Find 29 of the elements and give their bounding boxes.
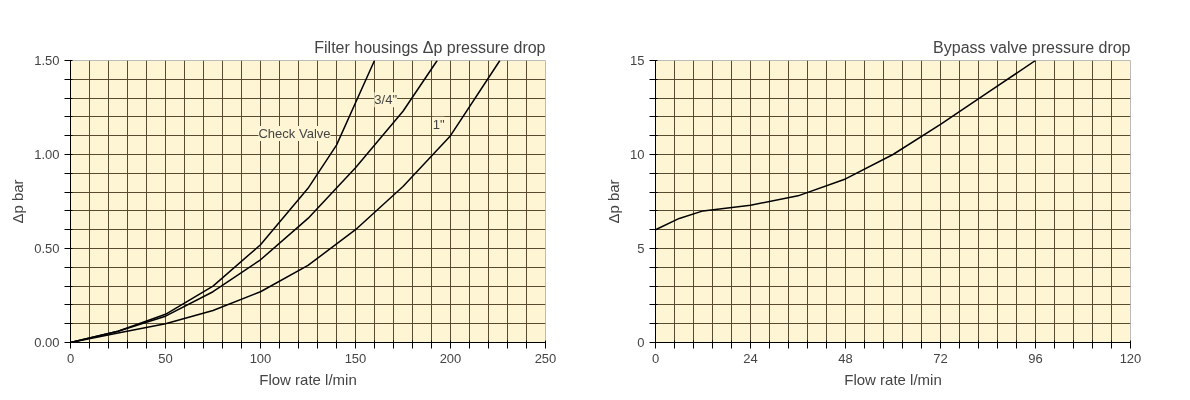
- y-tick-label: 1.00: [34, 147, 60, 162]
- y-tick-label: 10: [630, 147, 645, 162]
- series-label: 1": [432, 116, 445, 132]
- y-tick-label: 1.50: [34, 53, 60, 68]
- x-tick-label: 0: [651, 350, 660, 366]
- y-axis-title: Δp bar: [605, 179, 623, 224]
- x-tick-label: 250: [534, 350, 557, 366]
- y-tick-label: 0.50: [34, 241, 60, 256]
- series-label: 3/4": [374, 92, 398, 108]
- y-axis-title: Δp bar: [9, 179, 27, 224]
- x-tick-label: 120: [1119, 350, 1142, 366]
- x-tick-label: 100: [249, 350, 272, 366]
- y-tick-label: 0.00: [34, 335, 60, 350]
- x-tick-label: 0: [66, 350, 75, 366]
- x-tick-label: 72: [933, 350, 948, 366]
- x-tick-label: 200: [439, 350, 462, 366]
- x-tick-label: 150: [344, 350, 367, 366]
- chart-title: Bypass valve pressure drop: [933, 38, 1131, 56]
- chart-title: Filter housings Δp pressure drop: [314, 38, 546, 56]
- y-tick-label: 15: [630, 53, 645, 68]
- x-axis-title: Flow rate l/min: [844, 370, 942, 388]
- x-axis-title: Flow rate l/min: [259, 370, 357, 388]
- y-tick-label: 0: [637, 335, 645, 350]
- series-label: Check Valve: [258, 126, 331, 142]
- x-tick-label: 48: [838, 350, 853, 366]
- x-tick-label: 50: [158, 350, 173, 366]
- x-tick-label: 24: [743, 350, 758, 366]
- y-tick-label: 5: [637, 241, 645, 256]
- x-tick-label: 96: [1028, 350, 1043, 366]
